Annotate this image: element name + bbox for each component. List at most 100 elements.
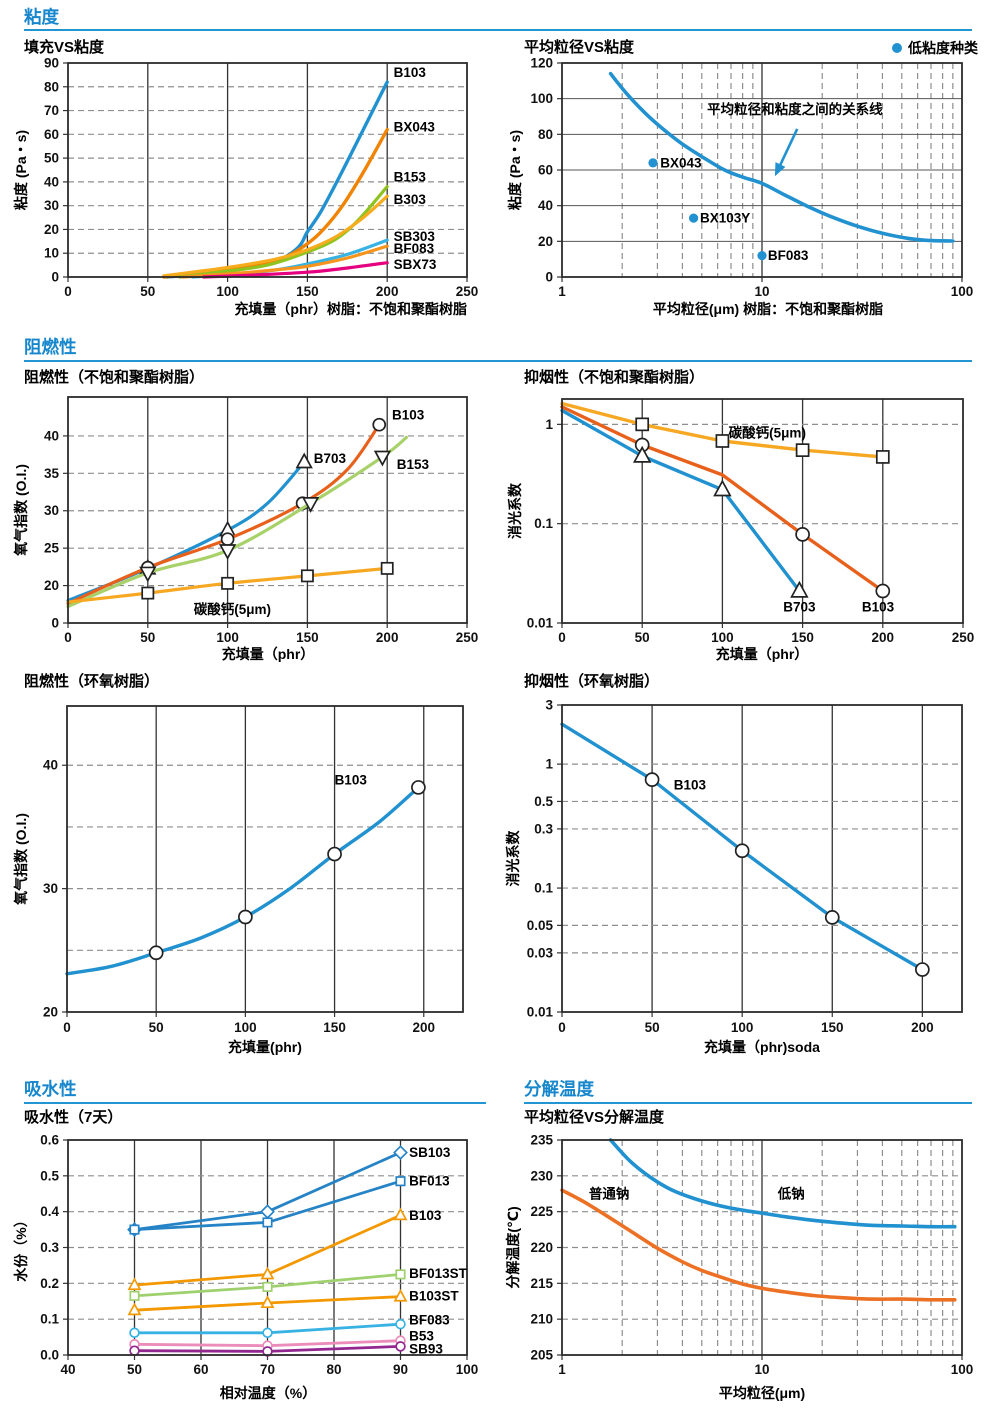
- section-header-viscosity: 粘度: [24, 7, 59, 27]
- svg-text:60: 60: [193, 1362, 208, 1377]
- chart-oi-upe-figure: 0 50 100 150 200 250 0 20 25 30 35 40 B103 B703 B153 碳酸…: [13, 396, 479, 662]
- svg-text:B103ST: B103ST: [409, 1288, 459, 1303]
- svg-text:BF083: BF083: [394, 241, 435, 256]
- svg-text:100: 100: [216, 630, 239, 645]
- section-rule: [24, 1102, 486, 1104]
- svg-text:200: 200: [872, 630, 895, 645]
- svg-text:250: 250: [456, 630, 479, 645]
- svg-text:水份（%）: 水份（%）: [13, 1213, 29, 1281]
- svg-text:10: 10: [754, 284, 769, 299]
- svg-text:40: 40: [43, 758, 58, 773]
- svg-text:SB93: SB93: [409, 1341, 443, 1356]
- chart-title-size-vs-viscosity: 平均粒径VS粘度: [524, 39, 635, 56]
- series-B103ST: [127, 1288, 408, 1316]
- svg-text:50: 50: [635, 630, 650, 645]
- svg-text:50: 50: [44, 151, 59, 166]
- svg-text:0.5: 0.5: [40, 1168, 59, 1183]
- svg-text:40: 40: [44, 174, 59, 189]
- svg-text:150: 150: [821, 1020, 844, 1035]
- svg-text:100: 100: [711, 630, 734, 645]
- series-labels: B103 B703 B153 碳酸钙(5μm): [194, 407, 430, 617]
- svg-text:平均粒径(μm): 平均粒径(μm): [719, 1385, 805, 1401]
- svg-text:充填量（phr)soda: 充填量（phr)soda: [704, 1039, 820, 1055]
- svg-text:10: 10: [754, 1362, 769, 1377]
- svg-text:70: 70: [44, 103, 59, 118]
- svg-text:0.0: 0.0: [40, 1348, 59, 1363]
- axis-titles: 充填量（phr） 氧气指数 (O.I.): [13, 464, 314, 662]
- svg-text:碳酸钙(5μm): 碳酸钙(5μm): [729, 424, 806, 440]
- series-B153: [66, 435, 408, 609]
- series-labels: BX043 BX103Y BF083 平均粒径和粘度之间的关系线: [660, 101, 883, 263]
- series-BF013: [129, 1176, 406, 1235]
- svg-text:0: 0: [545, 270, 553, 285]
- gridlines: [68, 1140, 467, 1355]
- svg-text:B153: B153: [394, 170, 427, 185]
- svg-text:200: 200: [911, 1020, 934, 1035]
- svg-text:充填量（phr）树脂：不饱和聚酯树脂: 充填量（phr）树脂：不饱和聚酯树脂: [234, 301, 467, 317]
- svg-text:235: 235: [530, 1133, 553, 1148]
- plot-border: [561, 62, 963, 278]
- plot-border: [67, 62, 468, 278]
- axis-titles: 充填量（phr）树脂：不饱和聚酯树脂 粘度 (Pa・s): [13, 130, 467, 317]
- svg-text:消光系数: 消光系数: [505, 830, 521, 887]
- svg-text:50: 50: [140, 284, 155, 299]
- svg-text:相对温度（%）: 相对温度（%）: [220, 1385, 316, 1401]
- svg-text:0.4: 0.4: [40, 1204, 59, 1219]
- svg-text:50: 50: [149, 1020, 164, 1035]
- svg-text:250: 250: [456, 284, 479, 299]
- svg-text:B703: B703: [314, 451, 347, 466]
- series-普通钠: [560, 1188, 957, 1302]
- series-labels: B103: [335, 773, 368, 788]
- svg-text:20: 20: [44, 222, 59, 237]
- axis-ticks: 0 50 100 150 200 250 1 0.1 0.01: [527, 417, 975, 645]
- svg-text:氧气指数 (O.I.): 氧气指数 (O.I.): [13, 464, 29, 557]
- svg-text:0: 0: [558, 630, 566, 645]
- svg-text:100: 100: [530, 91, 553, 106]
- svg-text:充填量(phr): 充填量(phr): [228, 1039, 302, 1055]
- svg-text:0: 0: [64, 630, 72, 645]
- svg-text:BF013ST: BF013ST: [409, 1266, 468, 1281]
- svg-text:BF083: BF083: [768, 248, 809, 263]
- svg-text:充填量（phr）: 充填量（phr）: [716, 646, 809, 662]
- plot-border: [561, 704, 963, 1013]
- svg-text:B103: B103: [862, 599, 895, 614]
- axis-titles: 平均粒径(μm) 树脂：不饱和聚酯树脂 粘度 (Pa・s): [507, 130, 883, 317]
- chart-smoke-epoxy-figure: 0 50 100 150 200 3 1 0.5 0.3 0.1 0.05 0.03 0.01 B103 充…: [505, 698, 963, 1055]
- svg-text:B103: B103: [394, 65, 427, 80]
- plot-border: [67, 1139, 468, 1356]
- chart-water-absorption-figure: 40 50 60 70 80 90 100 0.0 0.1 0.2 0.3 0.4 0.5 0.6 SB10…: [13, 1133, 478, 1402]
- series-B103: [65, 780, 426, 976]
- svg-text:SB303: SB303: [394, 229, 436, 244]
- plot-border: [67, 396, 468, 624]
- svg-text:30: 30: [43, 881, 58, 896]
- svg-text:250: 250: [952, 630, 975, 645]
- axis-ticks: 0 50 100 150 200 250 0 10 20 30 40 50 60 70 80 90: [44, 56, 478, 300]
- svg-text:30: 30: [44, 503, 59, 518]
- svg-text:120: 120: [530, 56, 553, 71]
- chart-title-size-vs-decomposition: 平均粒径VS分解温度: [524, 1109, 665, 1126]
- svg-text:50: 50: [127, 1362, 142, 1377]
- svg-text:100: 100: [951, 1362, 974, 1377]
- section-header-flame-retardancy: 阻燃性: [24, 337, 77, 357]
- svg-text:150: 150: [323, 1020, 346, 1035]
- svg-text:B53: B53: [409, 1329, 434, 1344]
- svg-text:分解温度(℃): 分解温度(℃): [505, 1206, 521, 1288]
- series-labels: 碳酸钙(5μm) B703 B103: [729, 424, 895, 614]
- svg-text:B103: B103: [674, 777, 707, 792]
- svg-text:230: 230: [530, 1168, 553, 1183]
- svg-text:BX043: BX043: [660, 155, 702, 170]
- svg-text:0.01: 0.01: [527, 1005, 554, 1020]
- series-BF013ST: [129, 1269, 406, 1301]
- svg-text:1: 1: [545, 757, 553, 772]
- section-header-water-absorption: 吸水性: [24, 1079, 77, 1099]
- svg-text:0.1: 0.1: [534, 516, 553, 531]
- svg-text:20: 20: [538, 234, 553, 249]
- svg-text:50: 50: [140, 630, 155, 645]
- svg-text:80: 80: [326, 1362, 341, 1377]
- svg-text:150: 150: [296, 630, 319, 645]
- svg-text:1: 1: [558, 284, 566, 299]
- series-B153: [178, 185, 389, 279]
- svg-text:0: 0: [63, 1020, 71, 1035]
- annotation-arrow: [774, 128, 799, 177]
